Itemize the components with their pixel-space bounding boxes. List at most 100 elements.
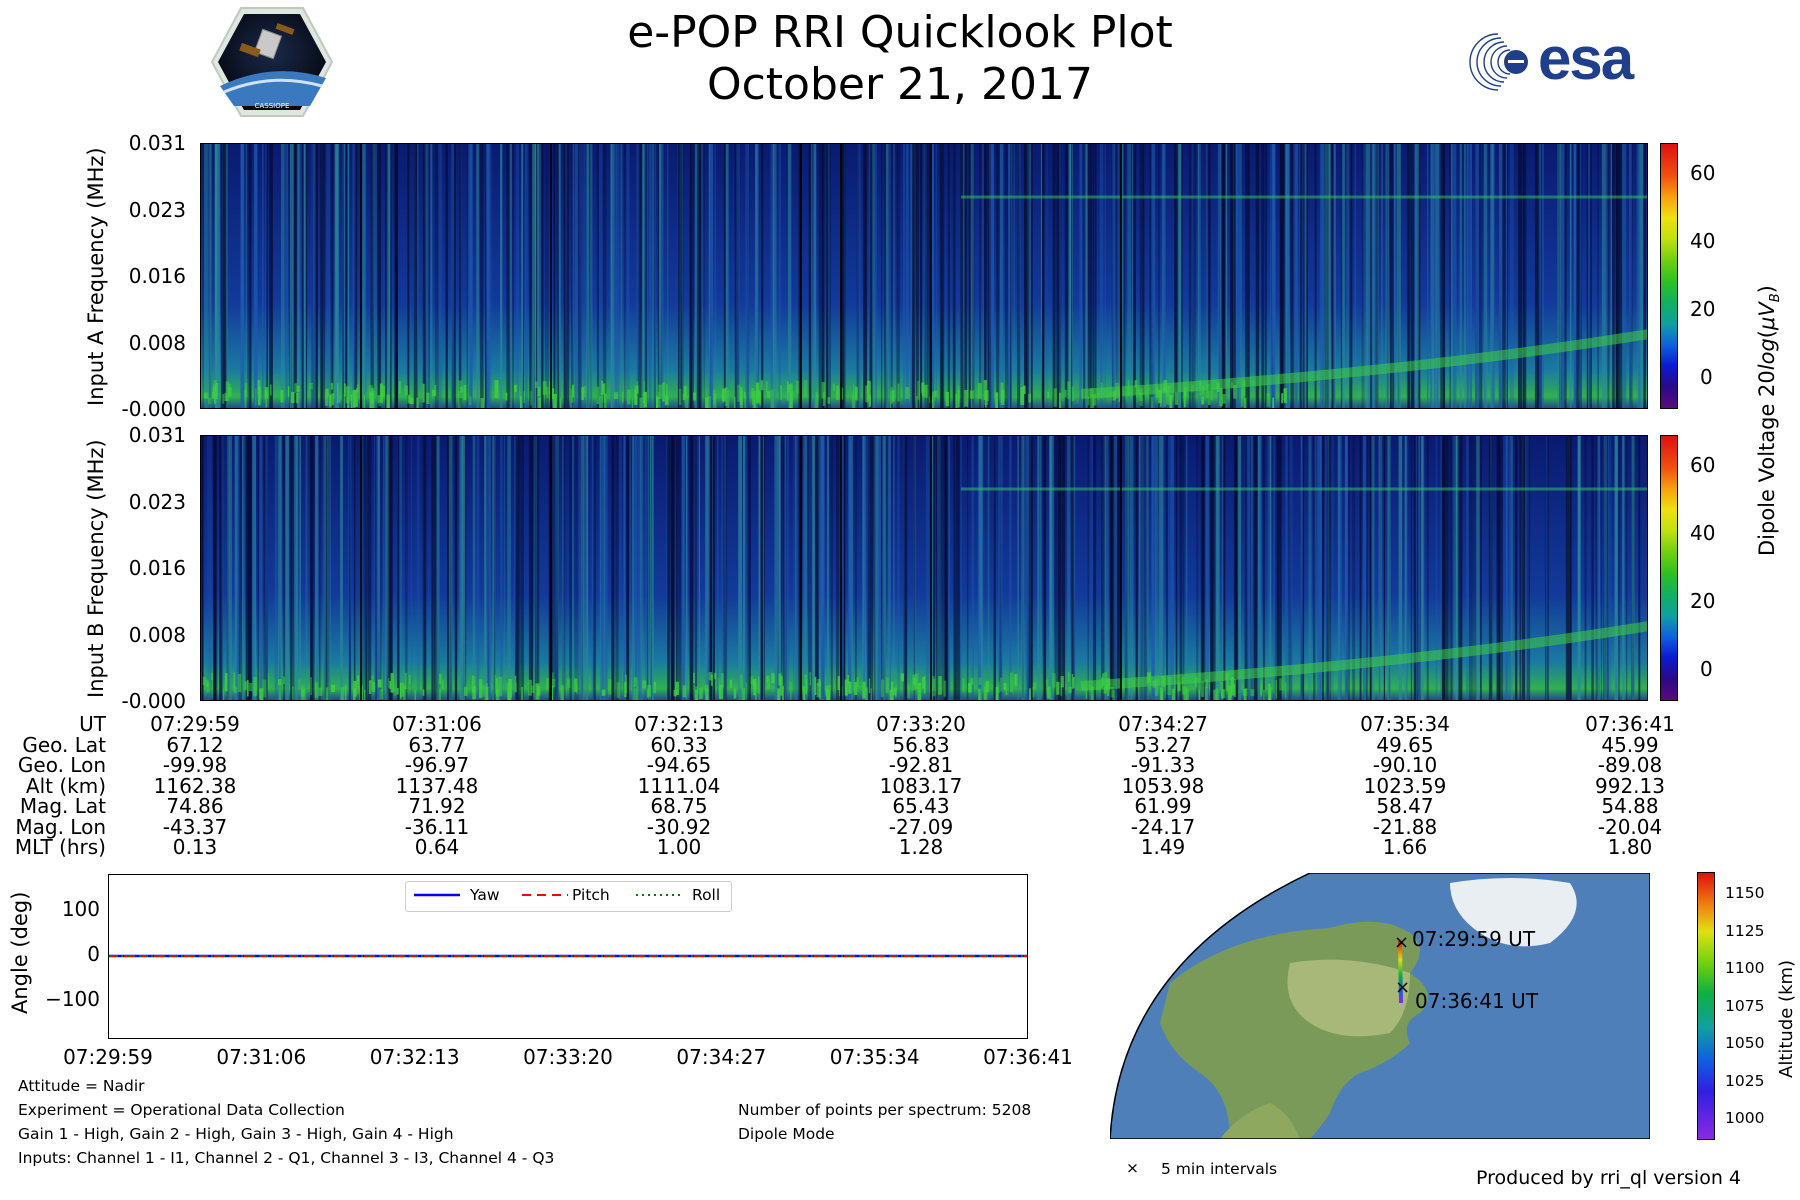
esa-logo: esa	[1468, 25, 1683, 92]
ephem-cell: -27.09	[888, 814, 954, 839]
spectrogram-b-canvas	[201, 436, 1647, 700]
colorbar-a	[1660, 143, 1678, 409]
ephem-cell: 54.88	[1601, 794, 1659, 818]
marker-legend-x: ×	[1126, 1159, 1139, 1177]
gain-text: Gain 1 - High, Gain 2 - High, Gain 3 - H…	[18, 1125, 454, 1143]
attitude-plot	[108, 874, 1028, 1039]
ephem-cell: 63.77	[408, 732, 466, 757]
colorbar-b	[1660, 435, 1678, 701]
ephem-cell: 0.13	[172, 835, 218, 859]
ephem-cell: 1.00	[656, 835, 702, 859]
plot-title: e-POP RRI Quicklook Plot	[627, 7, 1173, 58]
spectrogram-b	[200, 435, 1648, 701]
ephem-cell: 992.13	[1595, 773, 1665, 798]
ephem-cell: 07:36:41	[1585, 712, 1675, 736]
ephem-cell: 61.99	[1134, 794, 1192, 818]
track-start-label: 07:29:59 UT	[1412, 927, 1536, 951]
altitude-tick: 1150	[1725, 884, 1765, 902]
ephem-row-label: Geo. Lat	[22, 732, 106, 757]
ephem-cell: 1111.04	[637, 773, 721, 798]
altitude-tick: 1000	[1725, 1109, 1765, 1127]
ephem-cell: 68.75	[650, 794, 708, 818]
ephem-cell: -20.04	[1597, 814, 1663, 839]
cbar-b-tick-0: 0	[1700, 657, 1713, 681]
ephem-cell: 07:32:13	[634, 712, 724, 736]
ephem-cell: 07:29:59	[150, 712, 240, 736]
ephem-cell: 1.66	[1382, 835, 1428, 859]
ephem-cell: 58.47	[1376, 794, 1434, 818]
ephem-cell: 71.92	[408, 794, 466, 818]
ephem-cell: 56.83	[892, 732, 950, 757]
ytick-a-2: 0.016	[128, 264, 186, 288]
ephem-row-label: Mag. Lat	[19, 794, 106, 818]
legend-pitch: Pitch	[572, 886, 610, 904]
produced-by: Produced by rri_ql version 4	[1476, 1167, 1741, 1189]
ephem-cell: 60.33	[650, 732, 708, 757]
esa-text: esa	[1538, 25, 1634, 92]
altitude-tick: 1100	[1725, 959, 1765, 977]
ephem-cell: -24.17	[1130, 814, 1196, 839]
attitude-lines	[109, 954, 1027, 958]
ephem-cell: -90.10	[1372, 753, 1438, 777]
att-ytick-0: 0	[87, 942, 100, 966]
ephem-cell: -92.81	[888, 753, 954, 777]
ytick-b-3: 0.008	[128, 623, 186, 647]
ephem-cell: -30.92	[646, 814, 712, 839]
altitude-tick: 1050	[1725, 1034, 1765, 1052]
att-xtick: 07:34:27	[676, 1045, 767, 1069]
inputs-text: Inputs: Channel 1 - I1, Channel 2 - Q1, …	[18, 1149, 555, 1167]
ephem-cell: 1.28	[898, 835, 944, 859]
ytick-b-0: 0.031	[128, 423, 186, 447]
ephem-row-label: MLT (hrs)	[14, 835, 106, 859]
att-ytick-neg100: −100	[45, 987, 100, 1011]
ephem-cell: 1.49	[1140, 835, 1186, 859]
ephem-cell: 07:35:34	[1360, 712, 1450, 736]
cbar-a-tick-0: 0	[1700, 365, 1713, 389]
ephem-cell: 49.65	[1376, 732, 1434, 757]
points-text: Number of points per spectrum: 5208	[738, 1101, 1032, 1119]
altitude-tick: 1075	[1725, 996, 1765, 1015]
ytick-b-4: -0.000	[121, 689, 186, 713]
ephem-cell: 67.12	[166, 732, 224, 757]
att-xtick: 07:36:41	[983, 1045, 1073, 1069]
legend-roll: Roll	[692, 886, 721, 904]
ephem-row-label: Alt (km)	[25, 773, 106, 798]
ylabel-b: Input B Frequency (MHz)	[84, 439, 108, 698]
ephem-cell: 1.80	[1607, 835, 1653, 859]
att-ytick-100: 100	[61, 897, 100, 921]
legend-yaw: Yaw	[470, 886, 500, 904]
ephem-cell: 1162.38	[153, 773, 237, 798]
cbar-b-tick-40: 40	[1690, 521, 1716, 545]
cbar-a-tick-60: 60	[1690, 161, 1716, 185]
att-xtick: 07:35:34	[829, 1045, 920, 1069]
ephem-cell: 65.43	[892, 794, 950, 818]
colorbar-label: Dipole Voltage 20log(μVB)	[1755, 285, 1784, 556]
ylabel-a: Input A Frequency (MHz)	[84, 147, 108, 406]
ephem-cell: 07:34:27	[1118, 712, 1208, 736]
altitude-tick: 1125	[1725, 921, 1765, 940]
ephem-cell: 1083.17	[879, 773, 963, 798]
ephem-cell: -43.37	[162, 814, 228, 839]
dipole-mode-text: Dipole Mode	[738, 1125, 835, 1143]
attitude-legend: Yaw Pitch Roll	[405, 881, 732, 912]
ytick-a-1: 0.023	[128, 198, 186, 222]
spectrogram-a-canvas	[201, 144, 1647, 408]
experiment-text: Experiment = Operational Data Collection	[18, 1101, 345, 1119]
ephem-cell: -99.98	[162, 753, 228, 777]
ephem-cell: -36.11	[404, 814, 470, 839]
att-xtick: 07:31:06	[216, 1045, 307, 1069]
marker-legend: 5 min intervals	[1161, 1160, 1278, 1178]
att-xtick: 07:32:13	[369, 1045, 460, 1069]
ephem-row-label: Geo. Lon	[17, 753, 106, 777]
ytick-a-3: 0.008	[128, 331, 186, 355]
altitude-label: Altitude (km)	[1776, 959, 1797, 1078]
ytick-b-1: 0.023	[128, 490, 186, 514]
ephem-cell: 45.99	[1601, 732, 1659, 757]
ephem-cell: 1053.98	[1121, 773, 1205, 798]
cbar-b-tick-20: 20	[1690, 589, 1716, 613]
att-ylabel: Angle (deg)	[8, 891, 32, 1014]
ytick-b-2: 0.016	[128, 556, 186, 580]
altitude-colorbar	[1697, 872, 1715, 1140]
svg-text:×: ×	[1394, 932, 1409, 953]
ephem-cell: 1137.48	[395, 773, 479, 798]
